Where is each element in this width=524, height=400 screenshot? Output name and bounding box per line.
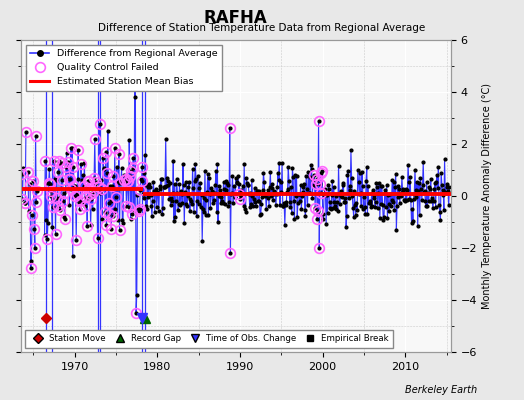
Legend: Station Move, Record Gap, Time of Obs. Change, Empirical Break: Station Move, Record Gap, Time of Obs. C… [25, 330, 393, 348]
Text: Difference of Station Temperature Data from Regional Average: Difference of Station Temperature Data f… [99, 23, 425, 33]
Y-axis label: Monthly Temperature Anomaly Difference (°C): Monthly Temperature Anomaly Difference (… [483, 83, 493, 309]
Text: Berkeley Earth: Berkeley Earth [405, 385, 477, 395]
Title: RAFHA: RAFHA [204, 9, 268, 27]
